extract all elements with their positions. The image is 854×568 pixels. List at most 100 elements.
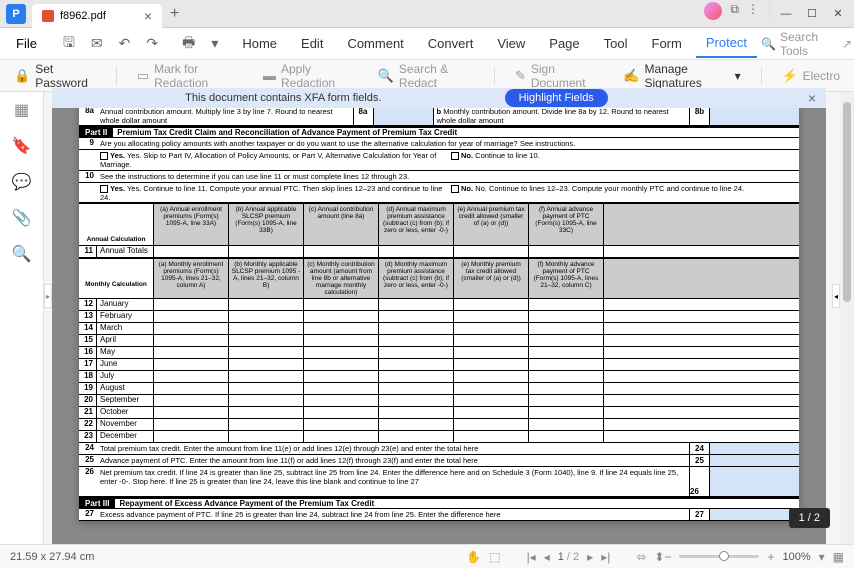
line25-input[interactable]	[709, 455, 799, 466]
table-cell[interactable]	[454, 335, 529, 346]
close-button[interactable]: ✕	[826, 2, 850, 26]
table-cell[interactable]	[379, 371, 454, 382]
table-cell[interactable]	[229, 407, 304, 418]
search-tools-label[interactable]: Search Tools	[780, 30, 824, 58]
dropdown-icon[interactable]: ▾	[205, 31, 224, 56]
table-cell[interactable]	[454, 371, 529, 382]
menu-edit[interactable]: Edit	[291, 30, 333, 57]
redo-icon[interactable]: ↷	[140, 31, 164, 56]
table-cell[interactable]	[529, 371, 604, 382]
table-cell[interactable]	[454, 299, 529, 310]
table-cell[interactable]	[379, 359, 454, 370]
xfa-close-icon[interactable]: ×	[808, 90, 816, 106]
zoom-slider[interactable]	[679, 555, 759, 558]
table-cell[interactable]	[454, 395, 529, 406]
vertical-scrollbar[interactable]	[840, 92, 854, 544]
table-cell[interactable]	[304, 347, 379, 358]
menu-tool[interactable]: Tool	[594, 30, 638, 57]
table-cell[interactable]	[304, 407, 379, 418]
new-tab-button[interactable]: +	[170, 5, 179, 23]
maximize-button[interactable]: ☐	[800, 2, 824, 26]
table-cell[interactable]	[529, 419, 604, 430]
table-cell[interactable]	[454, 347, 529, 358]
table-cell[interactable]	[379, 431, 454, 442]
menu-home[interactable]: Home	[232, 30, 287, 57]
print-icon[interactable]: 🖶	[176, 28, 201, 60]
table-cell[interactable]	[229, 419, 304, 430]
table-cell[interactable]	[529, 407, 604, 418]
table-cell[interactable]	[454, 246, 529, 257]
menu-form[interactable]: Form	[642, 30, 692, 57]
table-cell[interactable]	[379, 323, 454, 334]
document-tab[interactable]: f8962.pdf ×	[32, 4, 162, 28]
mail-icon[interactable]: ✉	[85, 31, 109, 56]
save-icon[interactable]: 🖫	[57, 28, 81, 60]
scroll-thumb[interactable]	[843, 102, 851, 302]
line26-input[interactable]	[709, 467, 799, 496]
table-cell[interactable]	[454, 383, 529, 394]
menu-comment[interactable]: Comment	[337, 30, 413, 57]
table-cell[interactable]	[154, 431, 229, 442]
table-cell[interactable]	[229, 395, 304, 406]
table-cell[interactable]	[154, 407, 229, 418]
expand-right-panel[interactable]: ◂	[832, 284, 840, 308]
hand-tool-icon[interactable]: ✋	[466, 550, 481, 564]
table-cell[interactable]	[154, 359, 229, 370]
table-cell[interactable]	[229, 431, 304, 442]
line24-input[interactable]	[709, 443, 799, 454]
table-cell[interactable]	[379, 383, 454, 394]
table-cell[interactable]	[229, 323, 304, 334]
table-cell[interactable]	[154, 335, 229, 346]
table-cell[interactable]	[304, 371, 379, 382]
search-icon[interactable]: 🔍	[761, 37, 776, 51]
table-cell[interactable]	[454, 407, 529, 418]
table-cell[interactable]	[304, 395, 379, 406]
menu-page[interactable]: Page	[539, 30, 589, 57]
table-cell[interactable]	[529, 431, 604, 442]
table-cell[interactable]	[379, 407, 454, 418]
popup-icon[interactable]: ⧉	[730, 2, 739, 26]
document-viewport[interactable]: 6 Reserved for future use 6 7 Applicable…	[52, 92, 826, 544]
table-cell[interactable]	[229, 383, 304, 394]
table-cell[interactable]	[454, 359, 529, 370]
table-cell[interactable]	[229, 371, 304, 382]
last-page-icon[interactable]: ▸|	[601, 550, 610, 564]
line9-no-checkbox[interactable]	[451, 152, 459, 160]
table-cell[interactable]	[229, 359, 304, 370]
line9-yes-checkbox[interactable]	[100, 152, 108, 160]
table-cell[interactable]	[304, 299, 379, 310]
zoom-value[interactable]: 100%	[782, 551, 810, 563]
table-cell[interactable]	[304, 383, 379, 394]
table-cell[interactable]	[529, 311, 604, 322]
table-cell[interactable]	[304, 335, 379, 346]
table-cell[interactable]	[229, 347, 304, 358]
line8a-input[interactable]	[373, 106, 433, 125]
line27-input[interactable]	[709, 509, 799, 520]
table-cell[interactable]	[304, 246, 379, 257]
table-cell[interactable]	[154, 347, 229, 358]
table-cell[interactable]	[379, 311, 454, 322]
view-mode-icon[interactable]: ▦	[833, 550, 844, 564]
bookmarks-icon[interactable]: 🔖	[12, 136, 32, 156]
table-cell[interactable]	[379, 395, 454, 406]
table-cell[interactable]	[304, 359, 379, 370]
page-number-input[interactable]: 1 / 2	[558, 551, 579, 563]
table-cell[interactable]	[454, 419, 529, 430]
undo-icon[interactable]: ↶	[113, 31, 137, 56]
thumbnails-icon[interactable]: ▦	[14, 100, 29, 120]
menu-protect[interactable]: Protect	[696, 29, 757, 58]
table-cell[interactable]	[529, 323, 604, 334]
zoom-out-icon[interactable]: −	[664, 550, 671, 564]
select-tool-icon[interactable]: ⬚	[489, 550, 500, 564]
line10-yes-checkbox[interactable]	[100, 185, 108, 193]
table-cell[interactable]	[379, 347, 454, 358]
ai-icon[interactable]	[704, 2, 722, 20]
table-cell[interactable]	[304, 419, 379, 430]
table-cell[interactable]	[529, 335, 604, 346]
line8b-input[interactable]	[709, 106, 799, 125]
table-cell[interactable]	[379, 419, 454, 430]
table-cell[interactable]	[154, 323, 229, 334]
table-cell[interactable]	[304, 431, 379, 442]
highlight-fields-button[interactable]: Highlight Fields	[505, 89, 608, 107]
next-page-icon[interactable]: ▸	[587, 550, 593, 564]
